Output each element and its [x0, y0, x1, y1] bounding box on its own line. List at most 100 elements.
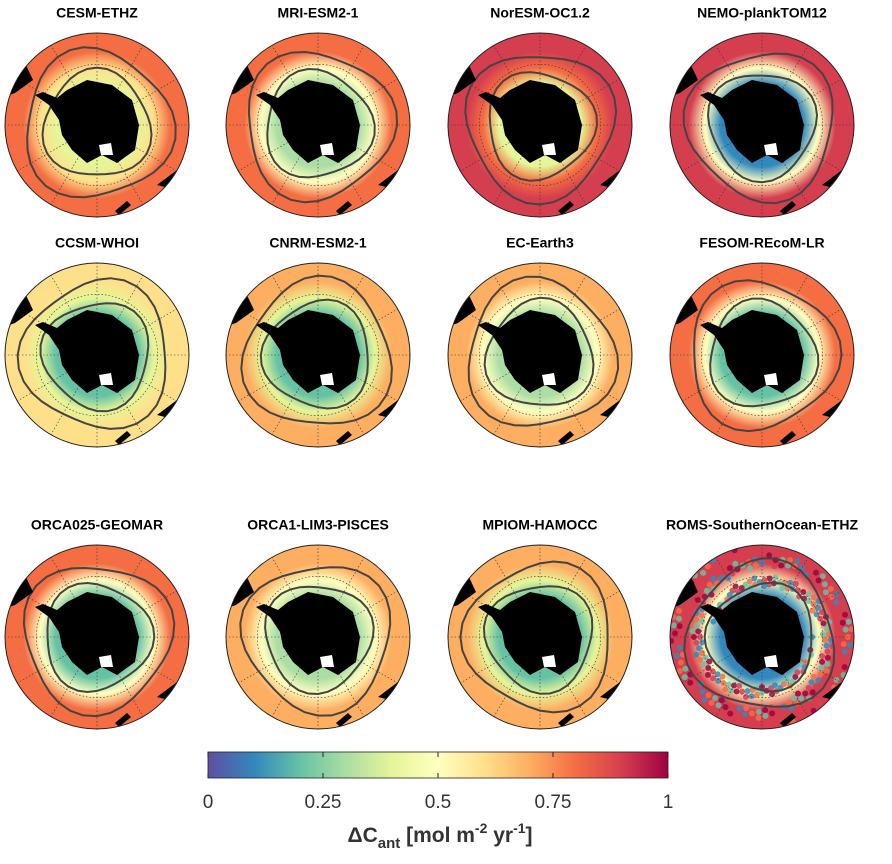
noise	[714, 671, 721, 678]
noise	[769, 691, 776, 698]
noise	[779, 585, 786, 592]
colorbar-tick-label: 0	[203, 792, 214, 813]
map	[670, 545, 854, 729]
panel-title: ORCA025-GEOMAR	[31, 517, 163, 533]
map-panel: EC-Earth3	[447, 235, 633, 448]
noise	[799, 564, 805, 571]
noise	[755, 708, 762, 715]
ice-shelf	[320, 373, 334, 385]
noise	[828, 594, 835, 600]
noise	[819, 658, 826, 665]
noise	[818, 664, 825, 671]
noise	[833, 677, 840, 683]
noise	[794, 690, 801, 697]
noise	[787, 579, 794, 586]
new-zealand	[115, 431, 131, 445]
front-contour	[16, 277, 167, 430]
new-zealand	[780, 201, 796, 215]
map-border	[669, 262, 855, 448]
noise	[805, 684, 812, 691]
panel-title: CNRM-ESM2-1	[269, 235, 366, 251]
antarctica	[35, 80, 139, 163]
noise	[755, 714, 762, 721]
noise	[762, 712, 769, 719]
ice-shelf	[542, 143, 556, 155]
noise	[802, 690, 809, 697]
noise	[766, 552, 773, 559]
noise	[706, 658, 713, 665]
noise	[726, 565, 733, 572]
noise	[670, 614, 677, 621]
label-superscript: -1	[513, 820, 526, 836]
map-panel: CNRM-ESM2-1	[225, 235, 411, 448]
new-zealand	[780, 713, 796, 727]
noise	[729, 587, 736, 594]
noise	[846, 641, 853, 648]
noise	[765, 558, 772, 565]
noise	[702, 654, 709, 661]
noise	[794, 669, 801, 676]
noise	[718, 697, 725, 704]
map-border	[669, 32, 855, 218]
map-grid: CESM-ETHZ MRI-ESM2-1 NorESM-OC1.2 NEMO-plan…	[4, 5, 859, 730]
noise	[782, 709, 789, 716]
noise	[812, 683, 819, 690]
front-contour	[693, 279, 843, 433]
panel-title: ROMS-SouthernOcean-ETHZ	[666, 517, 859, 533]
noise	[821, 636, 828, 643]
noise	[705, 665, 712, 671]
noise	[710, 618, 717, 625]
front-contour	[266, 67, 376, 179]
noise	[790, 695, 797, 702]
noise	[676, 644, 683, 651]
noise	[748, 710, 755, 717]
new-zealand	[336, 431, 352, 445]
new-zealand	[115, 201, 131, 215]
noise	[727, 710, 734, 717]
noise	[809, 574, 816, 581]
noise	[822, 589, 829, 596]
map-panel: FESOM-REcoM-LR	[669, 235, 855, 448]
noise	[704, 563, 711, 570]
noise	[709, 675, 716, 682]
map-border	[225, 262, 411, 448]
noise	[813, 611, 820, 618]
colorbar-tick-label: 1	[663, 792, 674, 813]
noise	[748, 693, 755, 700]
noise	[820, 620, 827, 627]
ice-shelf	[542, 655, 556, 667]
antarctica	[700, 592, 804, 675]
noise	[736, 705, 743, 712]
noise	[762, 706, 769, 713]
noise	[694, 622, 701, 629]
noise	[840, 641, 847, 648]
noise	[696, 656, 703, 663]
antarctica	[478, 592, 582, 675]
map	[5, 545, 189, 729]
noise	[676, 615, 683, 622]
noise	[823, 667, 830, 674]
map-panel: NEMO-plankTOM12	[669, 5, 855, 218]
front-contour	[706, 74, 819, 184]
panel-title: MRI-ESM2-1	[278, 5, 359, 21]
noise	[732, 560, 739, 567]
noise	[794, 557, 801, 564]
noise	[806, 566, 813, 573]
panel-title: NEMO-plankTOM12	[697, 5, 827, 21]
noise	[833, 591, 840, 597]
map-panel: NorESM-OC1.2	[447, 5, 633, 218]
noise	[695, 645, 702, 652]
noise	[787, 556, 794, 563]
front-contour	[46, 581, 156, 694]
map-panel: CCSM-WHOI	[4, 235, 190, 448]
noise	[810, 594, 817, 601]
noise	[817, 615, 824, 622]
panel-title: EC-Earth3	[506, 235, 574, 251]
map	[226, 263, 410, 447]
noise	[771, 563, 778, 570]
noise	[810, 673, 817, 680]
noise	[842, 626, 849, 633]
noise	[676, 623, 683, 630]
noise	[753, 691, 760, 698]
map	[448, 33, 632, 217]
